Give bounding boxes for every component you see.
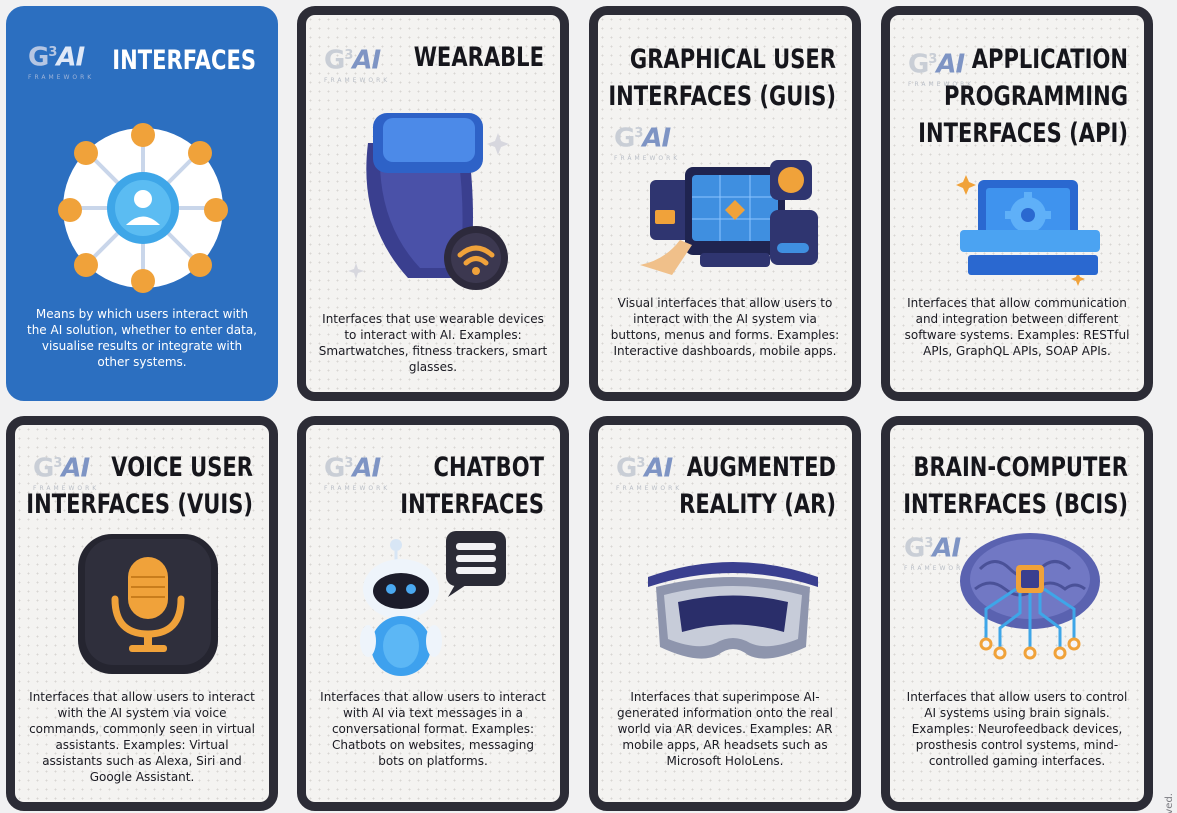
- card-ar: G3AI FRAMEWORK AUGMENTED REALITY (AR) In…: [589, 416, 861, 811]
- card-description: Interfaces that superimpose AI-generated…: [617, 690, 833, 768]
- g3ai-logo: G3AI FRAMEWORK: [616, 453, 683, 492]
- card-title: CHATBOT INTERFACES: [400, 452, 544, 520]
- card-api: G3AI FRAMEWORK APPLICATION PROGRAMMING I…: [881, 6, 1153, 401]
- g3ai-logo: G3AI FRAMEWORK: [28, 42, 95, 81]
- card-title: APPLICATION PROGRAMMING INTERFACES (API): [918, 44, 1128, 149]
- g3ai-logo: G3AI FRAMEWORK: [904, 533, 971, 572]
- card-vuis: G3AI FRAMEWORK VOICE USER INTERFACES (VU…: [6, 416, 278, 811]
- card-title: AUGMENTED REALITY (AR): [679, 452, 836, 520]
- card-title: WEARABLE: [413, 42, 544, 73]
- card-interfaces: G3AI FRAMEWORK INTERFACES: [6, 6, 278, 401]
- card-bcis: BRAIN-COMPUTER INTERFACES (BCIS) G3AI FR…: [881, 416, 1153, 811]
- card-description: Interfaces that allow users to interact …: [320, 690, 546, 768]
- card-title: VOICE USER INTERFACES (VUIS): [26, 452, 254, 520]
- card-chatbot: G3AI FRAMEWORK CHATBOT INTERFACES Interf…: [297, 416, 569, 811]
- g3ai-logo: G3AI FRAMEWORK: [33, 453, 100, 492]
- api-gear-screen-icon: [956, 175, 1100, 286]
- vr-headset-icon: [648, 562, 818, 659]
- g3ai-logo: G3AI FRAMEWORK: [908, 49, 975, 88]
- microphone-icon: [78, 534, 218, 674]
- card-description: Interfaces that allow users to interact …: [29, 690, 255, 784]
- card-title: BRAIN-COMPUTER INTERFACES (BCIS): [903, 452, 1128, 520]
- card-description: Interfaces that use wearable devices to …: [318, 312, 548, 374]
- brain-chip-icon: [960, 533, 1100, 660]
- card-description: Means by which users interact with the A…: [27, 307, 257, 369]
- card-guis: GRAPHICAL USER INTERFACES (GUIS) G3AI FR…: [589, 6, 861, 401]
- chatbot-robot-icon: [360, 531, 506, 676]
- card-description: Interfaces that allow communication and …: [904, 296, 1130, 358]
- g3ai-logo: G3AI FRAMEWORK: [324, 453, 391, 492]
- smartwatch-wifi-icon: [348, 113, 509, 290]
- card-title: INTERFACES: [112, 45, 257, 76]
- g3ai-logo: G3AI FRAMEWORK: [324, 45, 391, 84]
- dashboard-screens-icon: [640, 160, 818, 275]
- g3ai-logo: G3AI FRAMEWORK: [614, 123, 681, 162]
- user-network-icon: [58, 123, 228, 293]
- card-description: Visual interfaces that allow users to in…: [610, 296, 840, 358]
- card-wearable: G3AI FRAMEWORK WEARABLE Interfaces that …: [297, 6, 569, 401]
- card-description: Interfaces that allow users to control A…: [906, 690, 1128, 768]
- card-title: GRAPHICAL USER INTERFACES (GUIS): [608, 44, 836, 112]
